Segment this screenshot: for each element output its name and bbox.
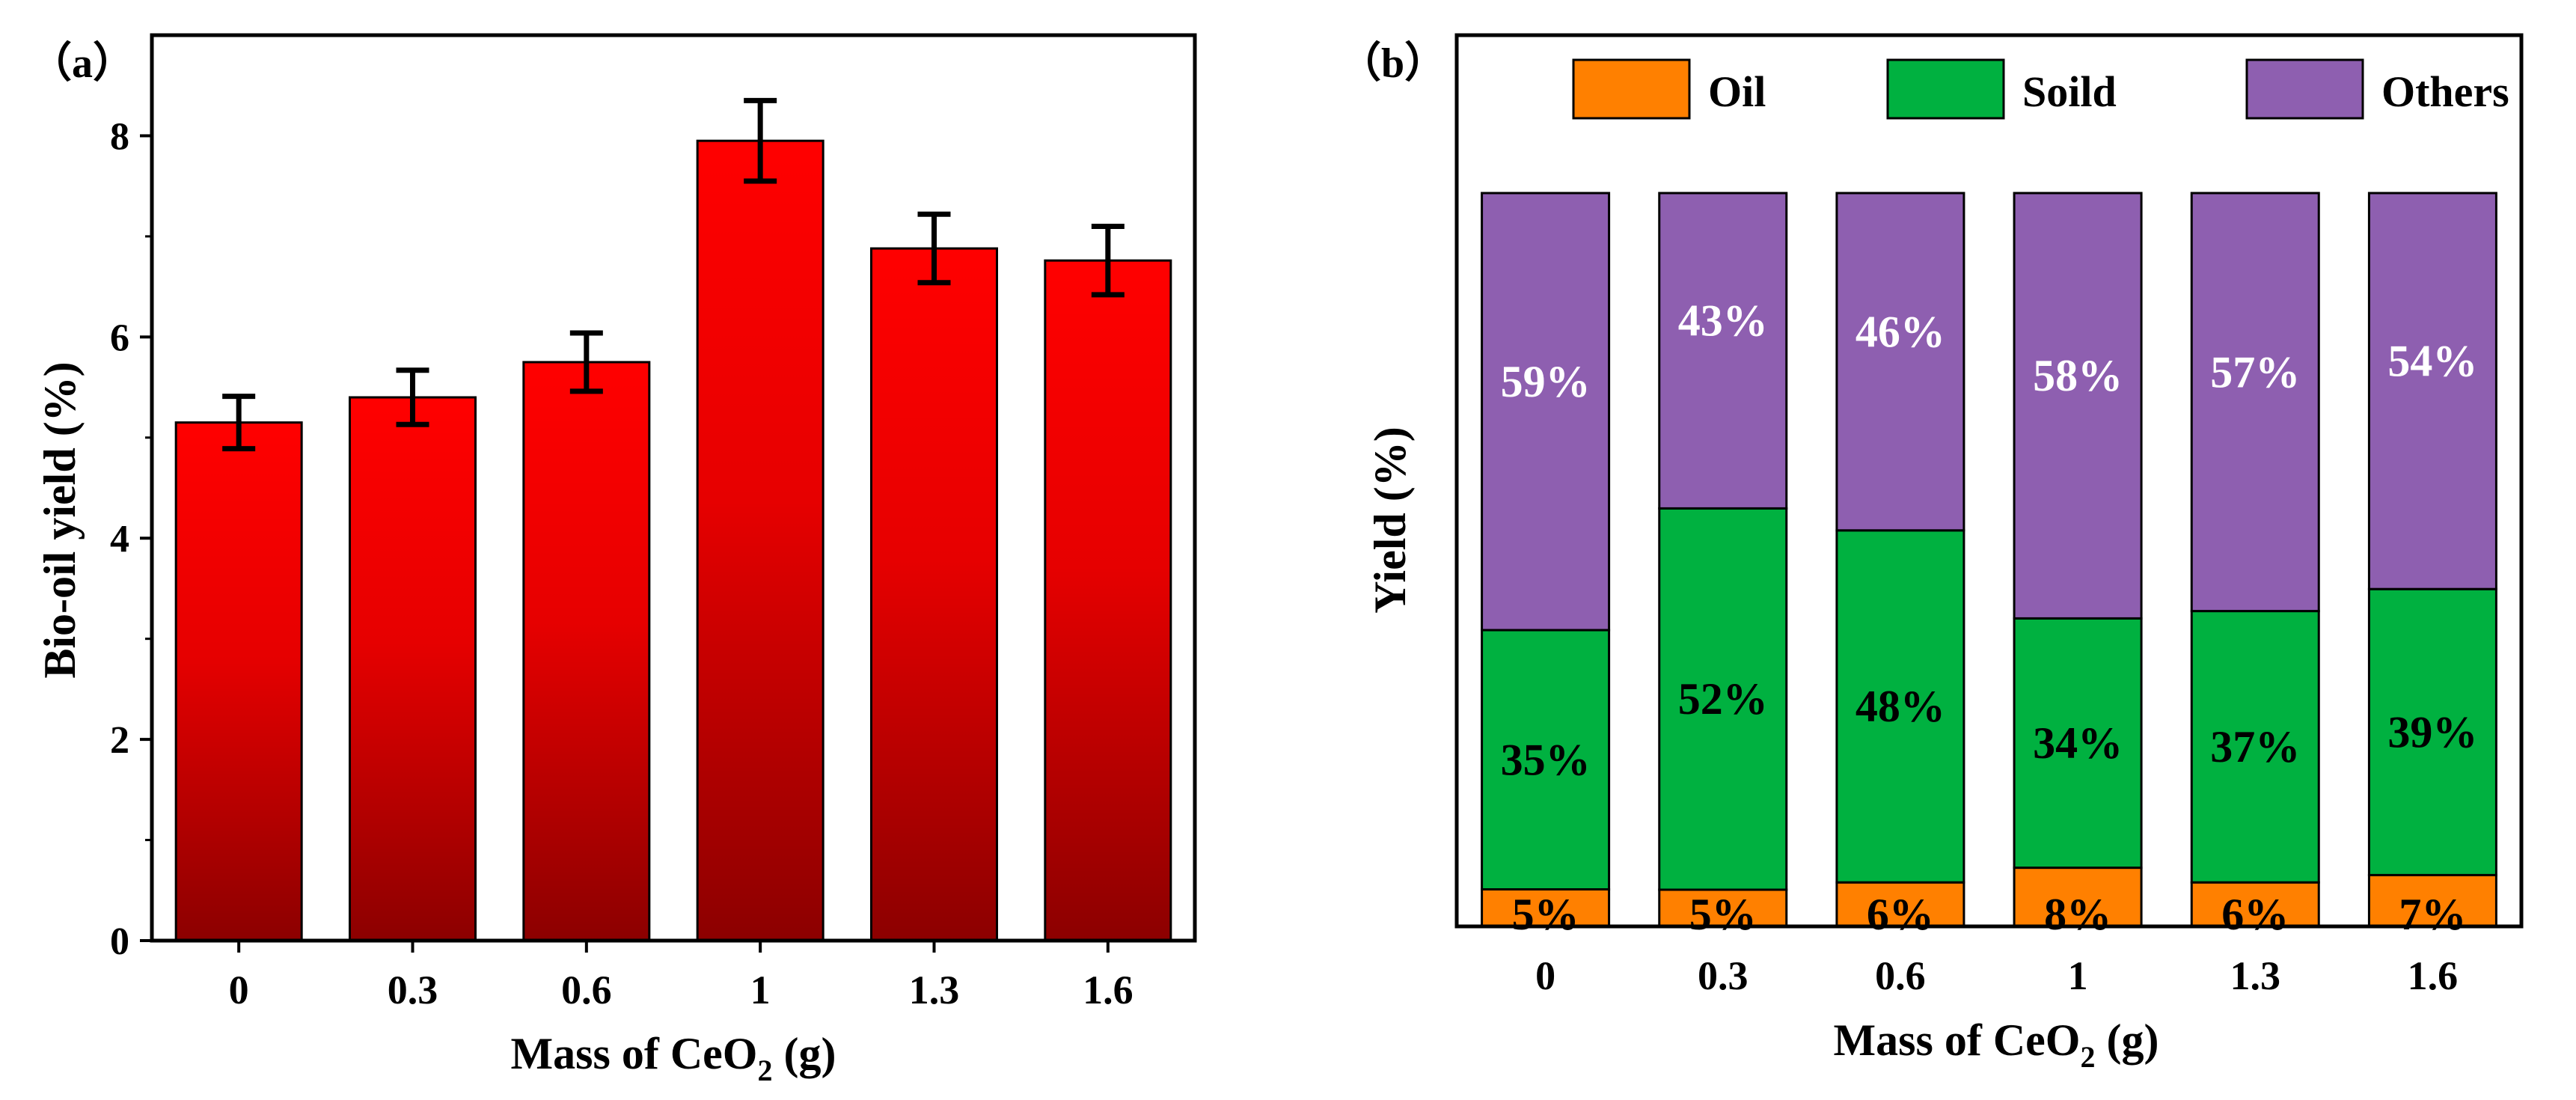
panel-b-ylabel: Yield (%) xyxy=(1365,427,1415,613)
data-label-oil-0.3: 5% xyxy=(1689,890,1757,939)
data-label-others-1.6: 54% xyxy=(2387,337,2477,386)
panel-a-xlabel-pre: Mass of CeO xyxy=(511,1029,758,1078)
y-tick-label-4: 4 xyxy=(110,518,129,560)
x-tick-label-0: 0 xyxy=(1535,953,1555,998)
x-tick-label-1.3: 1.3 xyxy=(2230,953,2281,998)
legend-label-soild: Soild xyxy=(2022,67,2117,116)
bar-soild-0.6 xyxy=(1835,529,1965,884)
data-label-oil-0.6: 6% xyxy=(1867,890,1934,939)
x-tick-label-1.6: 1.6 xyxy=(2408,953,2459,998)
data-label-others-0.6: 46% xyxy=(1855,307,1945,356)
legend-swatch-oil xyxy=(1572,58,1691,120)
bar-1.3 xyxy=(870,247,998,942)
panel-a-ylabel: Bio-oil yield (%) xyxy=(35,361,85,678)
data-label-soild-1: 34% xyxy=(2033,718,2123,768)
bar-others-0.3 xyxy=(1658,192,1788,510)
panel-a-xlabel-sub: 2 xyxy=(757,1054,772,1087)
bar-soild-1 xyxy=(2013,617,2143,870)
data-label-soild-1.6: 39% xyxy=(2387,707,2477,757)
x-tick-label-1: 1 xyxy=(2068,953,2088,998)
panel-b-label: （b） xyxy=(1339,40,1446,87)
data-label-others-1: 58% xyxy=(2033,351,2123,400)
panel-a-y-axis-title: Bio-oil yield (%) xyxy=(35,361,85,678)
panel-b-xlabel-post: (g) xyxy=(2095,1015,2159,1065)
x-tick-label-0.6: 0.6 xyxy=(1875,953,1926,998)
data-label-soild-1.3: 37% xyxy=(2210,722,2300,771)
bar-others-1.6 xyxy=(2367,192,2497,590)
legend-label-others: Others xyxy=(2381,67,2509,116)
panel-a-plot: 0 0.3 0.6 1 1.3 1.6 0 2 4 6 8 xyxy=(110,33,1197,1012)
data-label-soild-0.6: 48% xyxy=(1855,682,1945,731)
bar-0.6 xyxy=(522,361,651,942)
panel-a-x-axis-title: Mass of CeO2 (g) xyxy=(511,1029,836,1087)
bar-soild-0 xyxy=(1481,629,1611,891)
data-label-oil-1.3: 6% xyxy=(2221,890,2289,939)
data-label-soild-0: 35% xyxy=(1501,735,1591,784)
bar-oil-1.3 xyxy=(2190,881,2320,928)
y-tick-label-6: 6 xyxy=(110,317,129,359)
x-tick-label-1: 1 xyxy=(750,968,771,1012)
bar-oil-0.6 xyxy=(1835,881,1965,928)
panel-b-plot: Oil Soild Others 5% 35% 59% 0 5% 52% 43% 0.3 6% 48% 4… xyxy=(1454,33,2524,998)
x-tick-label-0.6: 0.6 xyxy=(561,968,612,1012)
bar-1.6 xyxy=(1044,259,1172,942)
x-tick-label-1.6: 1.6 xyxy=(1083,968,1133,1012)
bar-soild-1.3 xyxy=(2190,610,2320,884)
x-tick-label-0.3: 0.3 xyxy=(388,968,438,1012)
panel-b-xlabel-sub: 2 xyxy=(2080,1040,2095,1074)
panel-b-y-axis-title: Yield (%) xyxy=(1365,427,1415,613)
bar-soild-1.6 xyxy=(2367,587,2497,876)
bar-oil-0 xyxy=(1481,888,1611,928)
bar-0 xyxy=(174,421,303,942)
panel-b-xlabel-pre: Mass of CeO xyxy=(1834,1015,2081,1065)
data-label-oil-1: 8% xyxy=(2044,890,2111,939)
bar-0.3 xyxy=(349,396,477,942)
y-tick-label-2: 2 xyxy=(110,719,129,762)
legend-swatch-others xyxy=(2245,58,2364,120)
bar-others-0.6 xyxy=(1835,192,1965,532)
x-tick-label-0.3: 0.3 xyxy=(1698,953,1749,998)
panel-a-label: （a） xyxy=(30,40,135,87)
bar-others-0 xyxy=(1481,192,1611,632)
y-tick-label-8: 8 xyxy=(110,115,129,158)
bar-oil-1.6 xyxy=(2367,873,2497,928)
data-label-others-0: 59% xyxy=(1501,357,1591,406)
data-label-others-1.3: 57% xyxy=(2210,347,2300,397)
data-label-others-0.3: 43% xyxy=(1678,296,1768,346)
x-tick-label-0: 0 xyxy=(229,968,249,1012)
panel-a-frame xyxy=(150,33,1197,943)
bar-others-1 xyxy=(2013,192,2143,620)
legend-swatch-soild xyxy=(1886,58,2005,120)
legend-label-oil: Oil xyxy=(1708,67,1766,116)
y-tick-label-0: 0 xyxy=(110,920,129,963)
panel-b-frame xyxy=(1454,33,2524,929)
x-tick-label-1.3: 1.3 xyxy=(909,968,960,1012)
bar-others-1.3 xyxy=(2190,192,2320,613)
panel-b-x-axis-title: Mass of CeO2 (g) xyxy=(1834,1015,2159,1074)
data-label-oil-1.6: 7% xyxy=(2399,890,2466,939)
data-label-oil-0: 5% xyxy=(1512,890,1579,939)
bar-1 xyxy=(696,139,824,942)
bar-soild-0.3 xyxy=(1658,507,1788,891)
data-label-soild-0.3: 52% xyxy=(1678,674,1768,724)
panel-a-xlabel-post: (g) xyxy=(772,1029,836,1078)
